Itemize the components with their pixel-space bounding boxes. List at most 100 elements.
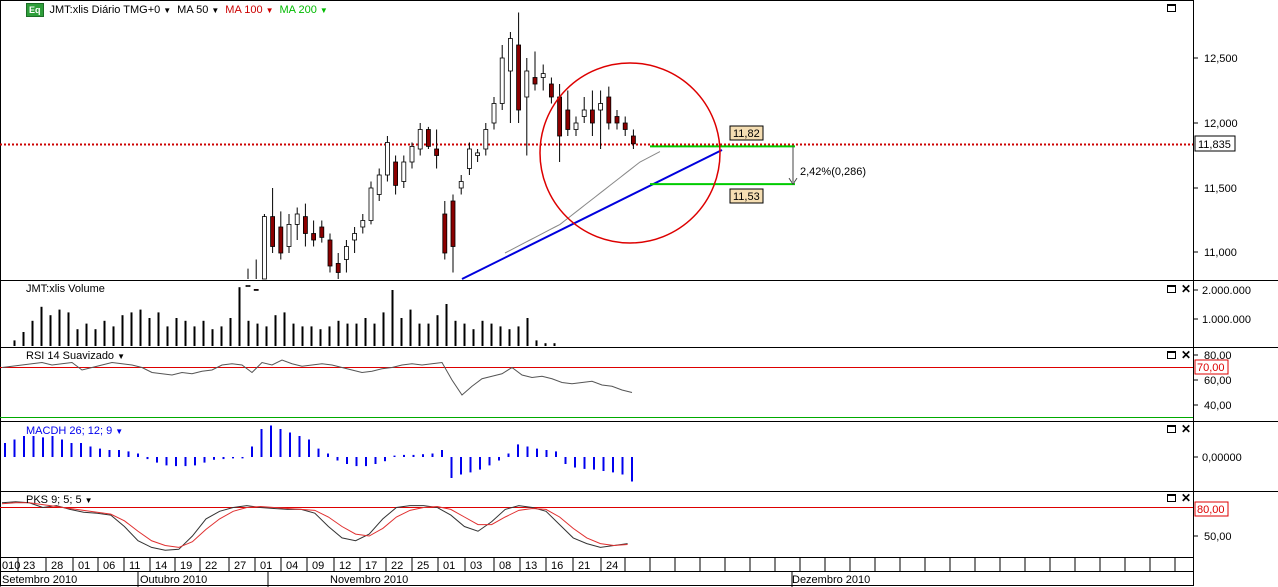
- legend-ma100[interactable]: MA 100 ▼: [225, 4, 273, 16]
- caret-down-icon: ▼: [211, 5, 220, 15]
- annotation-high-label: 11,82: [733, 128, 760, 140]
- stoch-upper-level-label: 80,00: [1197, 504, 1225, 516]
- caret-down-icon: ▼: [84, 495, 93, 505]
- candle-body: [261, 216, 267, 280]
- day-label: 010: [2, 560, 20, 572]
- candle-body: [606, 96, 612, 124]
- day-label: 21: [578, 560, 590, 572]
- day-label: 12: [339, 560, 351, 572]
- last-price-marker: 11,835: [1194, 135, 1236, 152]
- day-label: 16: [551, 560, 563, 572]
- caret-down-icon: ▼: [319, 5, 328, 15]
- day-label: 27: [234, 560, 246, 572]
- candle-body: [499, 57, 505, 104]
- legend-ma200-label: MA 200: [279, 4, 317, 16]
- candle-body: [581, 109, 587, 117]
- price-tick: 12,500: [1204, 53, 1238, 65]
- legend-ma50-label: MA 50: [177, 4, 209, 16]
- candle-body: [483, 129, 489, 150]
- candle-body: [614, 116, 620, 124]
- price-panel-header: Eq JMT:xlis Diário TMG+0 ▼ MA 50 ▼ MA 10…: [26, 3, 328, 17]
- candle-body: [278, 226, 284, 254]
- price-tick: 11,500: [1204, 183, 1237, 195]
- annotation-low-label: 11,53: [733, 191, 760, 203]
- maximize-icon[interactable]: [1167, 285, 1176, 293]
- caret-down-icon: ▼: [115, 426, 124, 436]
- close-icon[interactable]: ✕: [1181, 282, 1192, 296]
- candle-body: [270, 216, 276, 247]
- candle-body: [335, 262, 341, 273]
- candle-body: [549, 83, 554, 98]
- candle-body: [458, 181, 464, 189]
- close-icon[interactable]: ✕: [1181, 422, 1192, 436]
- candle-body: [425, 129, 431, 147]
- day-label: 04: [286, 560, 298, 572]
- candle-body: [442, 213, 448, 254]
- app-logo-icon: Eq: [26, 3, 44, 17]
- volume-tick: 2.000.000: [1202, 285, 1251, 297]
- day-label: 23: [23, 560, 35, 572]
- trend-line: [461, 149, 723, 280]
- chart-frame: [0, 0, 1194, 586]
- annotation-high[interactable]: 11,82: [729, 125, 764, 141]
- macd-tick: 0,00000: [1202, 452, 1242, 464]
- rsi-tick: 40,00: [1204, 400, 1232, 412]
- maximize-icon[interactable]: [1167, 351, 1176, 359]
- candle-body: [475, 152, 481, 156]
- rsi-panel-title[interactable]: RSI 14 Suavizado ▼: [26, 350, 125, 362]
- day-label: 01: [260, 560, 272, 572]
- day-label: 01: [78, 560, 90, 572]
- stoch-panel-title[interactable]: PKS 9; 5; 5 ▼: [26, 494, 93, 506]
- volume-title-text: JMT:xlis Volume: [26, 283, 105, 295]
- stoch-line-k: [1, 501, 628, 551]
- candle-body: [393, 161, 399, 186]
- legend-ma100-label: MA 100: [225, 4, 263, 16]
- day-label: 24: [606, 560, 618, 572]
- price-panel-plot: [0, 12, 1193, 291]
- volume-tick: 1.000.000: [1202, 314, 1251, 326]
- candle-body: [590, 109, 595, 124]
- maximize-icon[interactable]: [1167, 425, 1176, 433]
- candle-body: [540, 73, 546, 78]
- close-icon[interactable]: ✕: [1181, 491, 1192, 505]
- macd-panel-title[interactable]: MACDH 26; 12; 9 ▼: [26, 425, 123, 437]
- symbol-title-text: JMT:xlis Diário TMG+0: [49, 4, 161, 16]
- candle-body: [573, 122, 579, 130]
- candle-body: [507, 38, 513, 72]
- rsi-tick: 80,00: [1204, 350, 1232, 362]
- legend-ma200[interactable]: MA 200 ▼: [280, 4, 328, 16]
- last-price-label: 11,835: [1198, 139, 1231, 151]
- candle-body: [622, 122, 628, 130]
- stoch-panel-plot: [0, 501, 1193, 551]
- caret-down-icon: ▼: [265, 5, 274, 15]
- maximize-icon[interactable]: [1167, 494, 1176, 502]
- day-label: 11: [129, 560, 140, 572]
- candle-body: [294, 213, 300, 225]
- maximize-icon[interactable]: [1167, 4, 1176, 12]
- annotation-low[interactable]: 11,53: [729, 188, 764, 204]
- candle-body: [565, 109, 571, 130]
- candle-body: [311, 233, 317, 241]
- macd-panel-plot: [4, 425, 633, 482]
- candle-body: [343, 246, 349, 260]
- month-label: Outubro 2010: [140, 574, 207, 586]
- day-label: 06: [103, 560, 115, 572]
- day-label: 19: [180, 560, 192, 572]
- caret-down-icon: ▼: [117, 351, 125, 361]
- volume-panel-title[interactable]: JMT:xlis Volume: [26, 283, 105, 295]
- candle-body: [319, 226, 325, 238]
- annotation-change-label: 2,42%(0,286): [800, 166, 866, 178]
- day-label: 22: [205, 560, 217, 572]
- volume-panel-plot: [13, 287, 556, 346]
- price-y-ticks: 12,500 12,000 11,500 11,000: [1193, 53, 1238, 259]
- rsi-panel-plot: [0, 359, 1193, 418]
- close-icon[interactable]: ✕: [1181, 348, 1192, 362]
- day-label: 08: [499, 560, 511, 572]
- candle-body: [401, 161, 407, 182]
- symbol-title[interactable]: JMT:xlis Diário TMG+0 ▼: [50, 4, 172, 16]
- legend-ma50[interactable]: MA 50 ▼: [177, 4, 219, 16]
- candle-body: [631, 135, 636, 145]
- day-label: 17: [365, 560, 377, 572]
- day-label: 01: [443, 560, 455, 572]
